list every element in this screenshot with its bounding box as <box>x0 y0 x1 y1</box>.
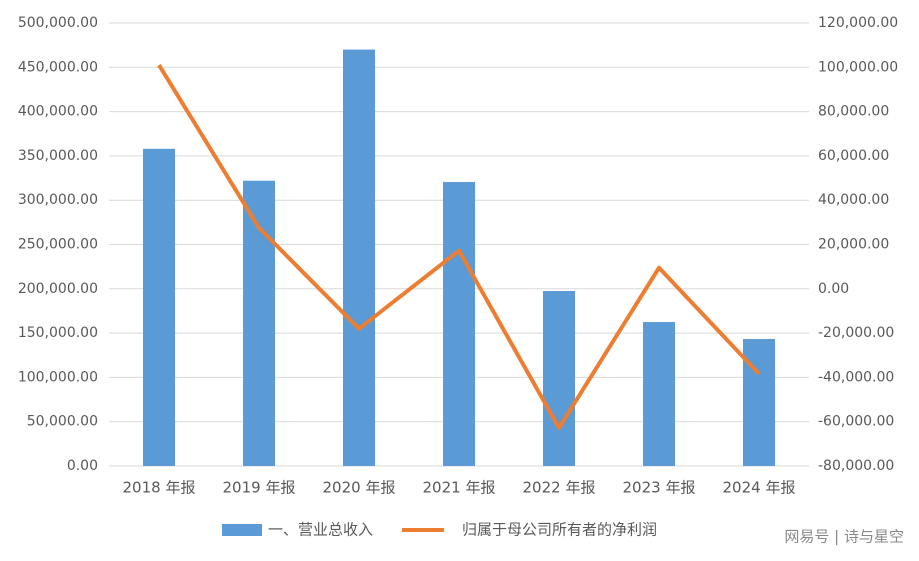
y2-tick-label: -20,000.00 <box>818 325 894 341</box>
x-tick-label: 2018 年报 <box>123 479 196 497</box>
bar <box>543 291 575 466</box>
y2-tick-label: 0.00 <box>818 281 849 297</box>
y-tick-label: 200,000.00 <box>18 281 98 297</box>
bar <box>743 339 775 466</box>
y2-tick-label: -80,000.00 <box>818 458 894 474</box>
x-tick-label: 2024 年报 <box>723 479 796 497</box>
y-tick-label: 50,000.00 <box>27 414 98 430</box>
bar <box>243 180 275 466</box>
bar <box>343 49 375 466</box>
x-tick-label: 2020 年报 <box>323 479 396 497</box>
y-tick-label: 400,000.00 <box>18 104 98 120</box>
y2-tick-label: 60,000.00 <box>818 148 889 164</box>
y-tick-label: 150,000.00 <box>18 325 98 341</box>
y2-tick-label: 120,000.00 <box>818 15 898 31</box>
y-tick-label: 450,000.00 <box>18 59 98 75</box>
y-tick-label: 300,000.00 <box>18 192 98 208</box>
y2-tick-label: 80,000.00 <box>818 104 889 120</box>
legend-label: 归属于母公司所有者的净利润 <box>462 521 657 539</box>
y-tick-label: 100,000.00 <box>18 369 98 385</box>
line <box>157 64 761 430</box>
y2-tick-label: -60,000.00 <box>818 414 894 430</box>
y-tick-label: 250,000.00 <box>18 237 98 253</box>
bar <box>143 148 175 466</box>
bar <box>643 322 675 466</box>
legend-label: 一、营业总收入 <box>268 521 373 539</box>
x-tick-label: 2021 年报 <box>423 479 496 497</box>
x-tick-label: 2022 年报 <box>523 479 596 497</box>
y-tick-label: 0.00 <box>67 458 98 474</box>
y2-tick-label: 100,000.00 <box>818 59 898 75</box>
y-tick-label: 500,000.00 <box>18 15 98 31</box>
x-tick-label: 2019 年报 <box>223 479 296 497</box>
y2-tick-label: 20,000.00 <box>818 237 889 253</box>
y2-tick-label: 40,000.00 <box>818 192 889 208</box>
x-tick-label: 2023 年报 <box>623 479 696 497</box>
watermark: 网易号 | 诗与星空 <box>784 528 904 546</box>
legend-swatch <box>222 524 262 536</box>
y2-tick-label: -40,000.00 <box>818 369 894 385</box>
bar <box>443 182 475 467</box>
y-tick-label: 350,000.00 <box>18 148 98 164</box>
